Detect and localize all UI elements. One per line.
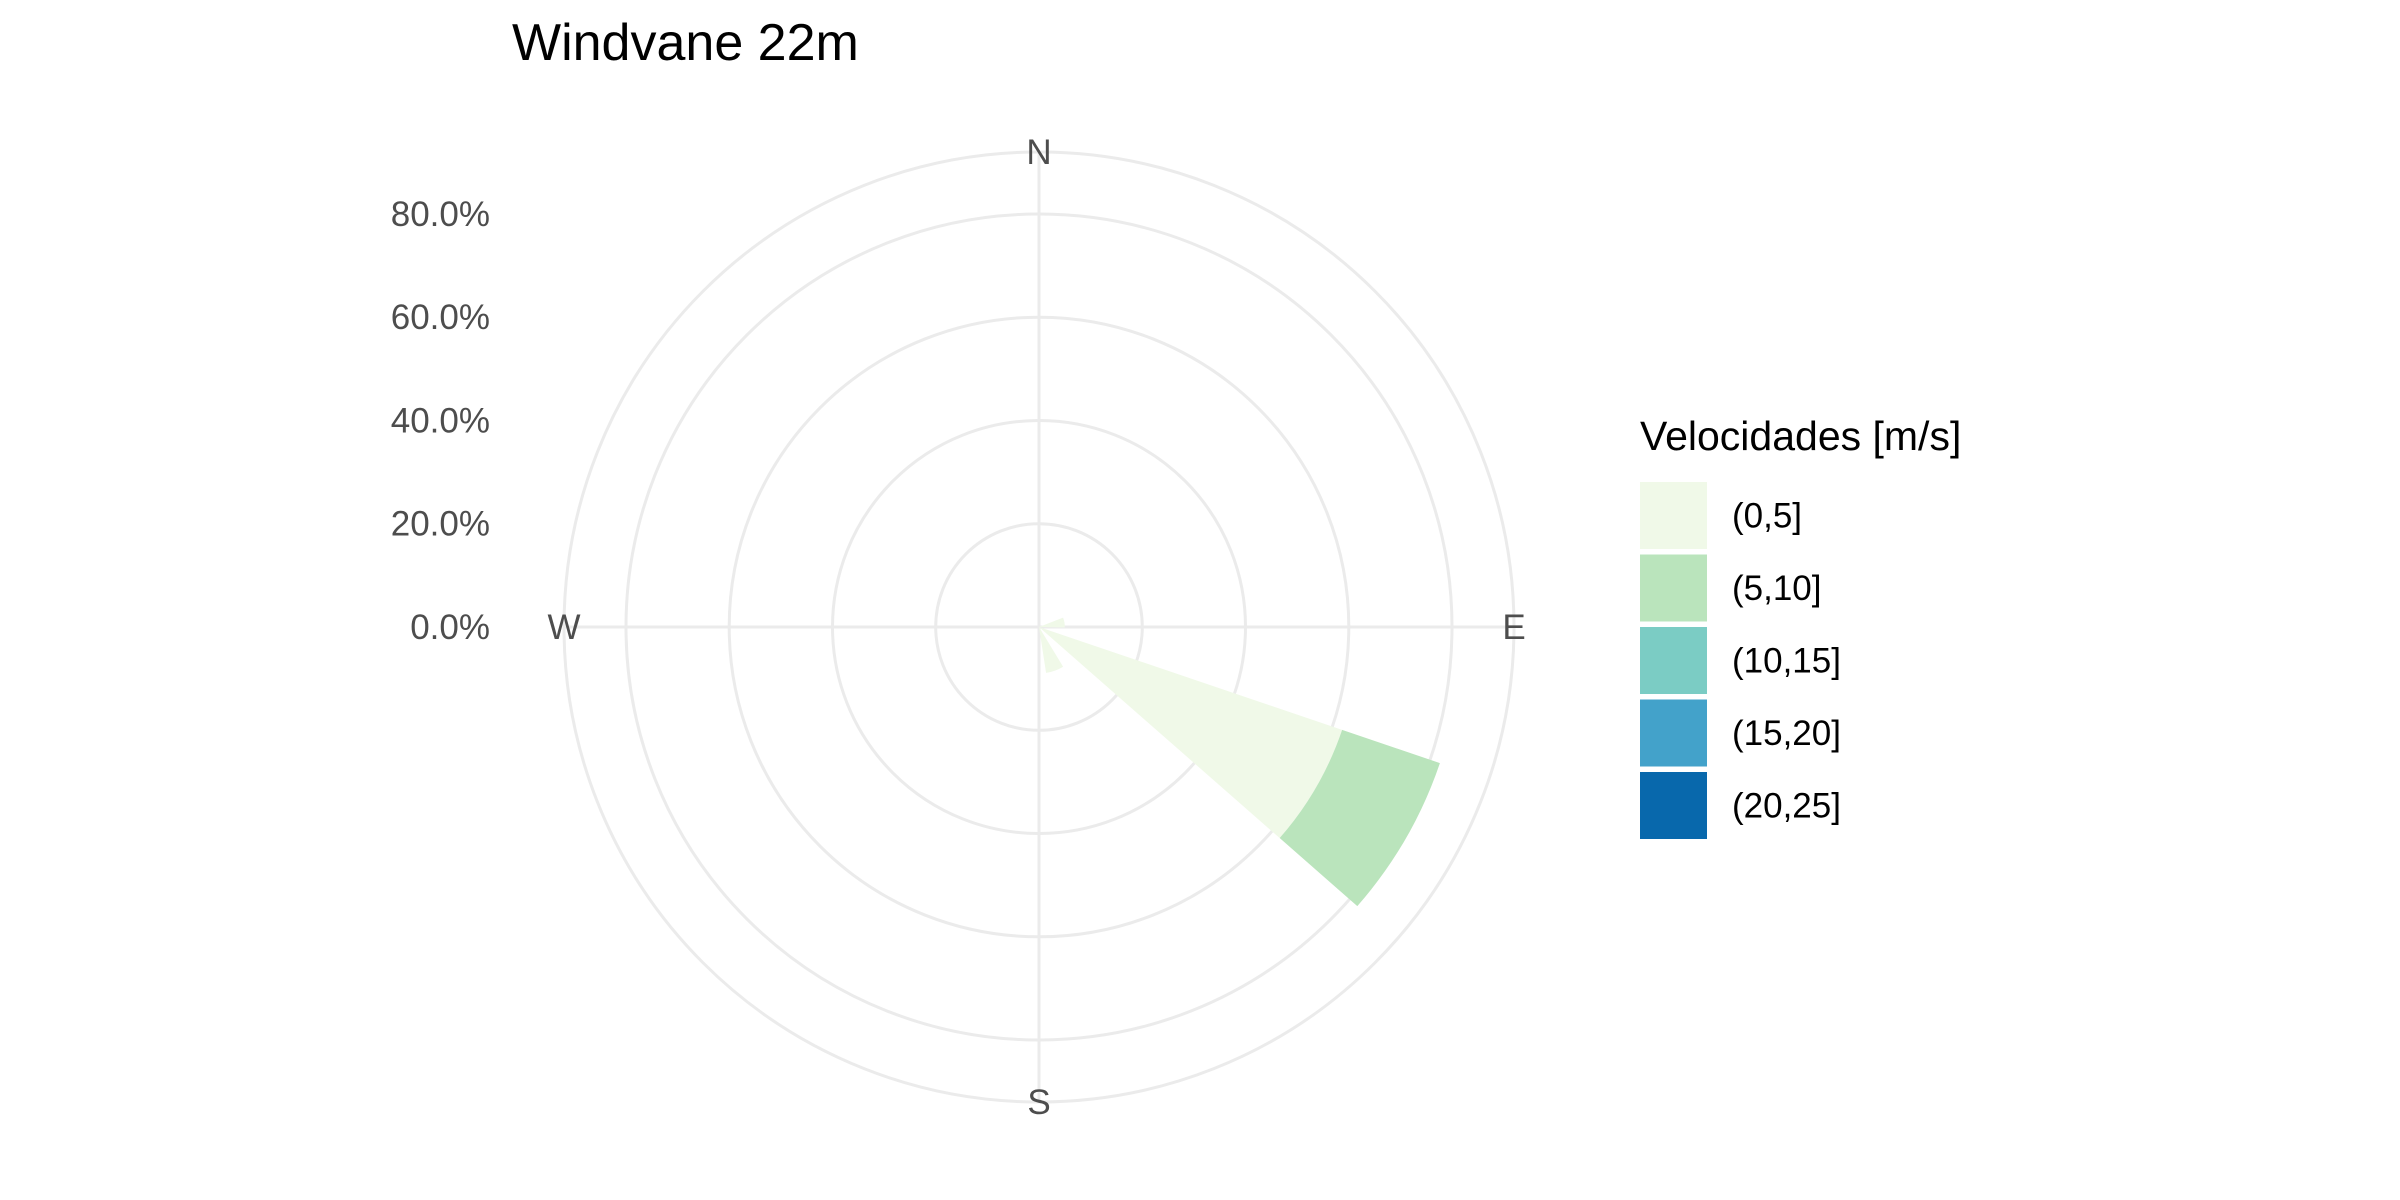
sector-120-bin-1 — [1279, 729, 1440, 907]
compass-labels: N E S W — [547, 133, 1525, 1122]
legend-swatch — [1640, 482, 1707, 549]
radial-tick-label: 60.0% — [391, 298, 490, 337]
polar-grid — [562, 150, 1516, 1104]
legend-label: (5,10] — [1732, 569, 1822, 608]
compass-label-w: W — [547, 608, 580, 647]
radial-tick-labels: 0.0% 20.0% 40.0% 60.0% 80.0% — [391, 195, 490, 647]
legend-swatch — [1640, 627, 1707, 694]
wind-sectors — [1039, 617, 1440, 907]
legend-label: (10,15] — [1732, 642, 1841, 681]
radial-tick-label: 0.0% — [410, 608, 490, 647]
legend-title: Velocidades [m/s] — [1640, 413, 1961, 459]
sector-160-bin-0 — [1039, 627, 1064, 673]
compass-label-n: N — [1026, 133, 1051, 172]
legend-swatch — [1640, 772, 1707, 839]
radial-tick-label: 80.0% — [391, 195, 490, 234]
legend: Velocidades [m/s] (0,5] (5,10] (10,15] (15,… — [1640, 413, 1961, 839]
legend-label: (0,5] — [1732, 497, 1802, 536]
legend-swatch — [1640, 554, 1707, 622]
sector-120-bin-0 — [1039, 627, 1343, 839]
compass-label-e: E — [1502, 608, 1525, 647]
compass-label-s: S — [1027, 1083, 1050, 1122]
sector-80-bin-0 — [1039, 617, 1065, 628]
chart-title: Windvane 22m — [512, 14, 859, 72]
radial-tick-label: 20.0% — [391, 505, 490, 544]
radial-tick-label: 40.0% — [391, 402, 490, 441]
legend-items: (0,5] (5,10] (10,15] (15,20] (20,25] — [1640, 482, 1841, 839]
legend-label: (15,20] — [1732, 714, 1841, 753]
legend-swatch — [1640, 699, 1707, 767]
legend-label: (20,25] — [1732, 787, 1841, 826]
